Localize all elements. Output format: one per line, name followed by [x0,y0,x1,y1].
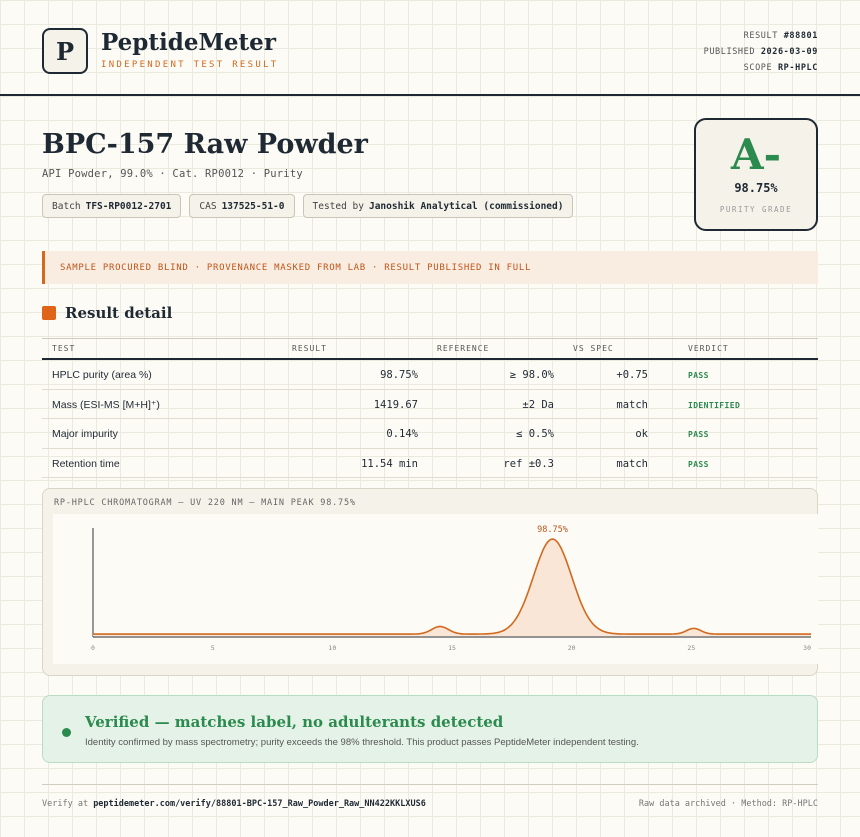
cell-vs-spec: +0.75 [616,369,648,381]
cell-test: Retention time [52,457,120,470]
x-tick-label: 5 [211,644,215,652]
grade-value: 98.75% [734,181,778,195]
meta-scope: SCOPE RP-HPLC [743,63,818,73]
cas-chip: CAS 137525-51-0 [189,194,295,218]
cell-vs-spec: ok [635,428,648,440]
table-row: Major impurity 0.14% ≤ 0.5% ok PASS [42,419,818,449]
x-tick-label: 15 [448,644,456,652]
footer-verify: Verify at peptidemeter.com/verify/88801-… [42,799,426,809]
chart-area: 98.75% 0 5 10 15 20 25 30 [53,514,818,664]
verified-panel: Verified — matches label, no adulterants… [42,695,818,763]
section-header: Result detail [42,304,172,322]
cell-verdict: PASS [688,459,709,469]
verify-prefix: Verify at [42,799,89,809]
batch-chip: Batch TFS-RP0012-2701 [42,194,182,218]
chromatogram-chart: 98.75% 0 5 10 15 20 25 30 [91,525,811,652]
chart-title: RP-HPLC CHROMATOGRAM — UV 220 NM — MAIN … [54,498,356,508]
peak-area-fill [93,539,811,636]
cell-vs-spec: match [616,398,648,411]
peak-label: 98.75% [537,525,568,535]
cell-result: 11.54 min [361,457,418,470]
header-reference: REFERENCE [437,344,490,353]
table-header: TEST RESULT REFERENCE VS SPEC VERDICT [42,338,818,360]
x-tick-label: 10 [328,644,336,652]
cell-test: Mass (ESI-MS [M+H]⁺) [52,398,160,411]
section-marker [42,306,56,320]
cell-reference: ref ±0.3 [503,457,554,470]
x-tick-label: 20 [568,644,576,652]
chromatogram-line [93,538,811,635]
x-tick-label: 30 [803,644,811,652]
grade-letter: A- [730,130,782,179]
x-tick-label: 0 [91,644,95,652]
brand-name: PeptideMeter [101,29,276,56]
grade-label: PURITY GRADE [719,205,793,214]
x-tick-label: 25 [687,644,695,652]
table-row: Mass (ESI-MS [M+H]⁺) 1419.67 ±2 Da match… [42,390,818,419]
page-header: P PeptideMeter INDEPENDENT TEST RESULT R… [0,0,860,96]
cell-result: 0.14% [386,428,418,440]
chromatogram-card: RP-HPLC CHROMATOGRAM — UV 220 NM — MAIN … [42,488,818,676]
cell-result: 98.75% [380,369,418,381]
cell-test: Major impurity [52,428,118,440]
verified-dot-icon [62,728,71,737]
results-table: TEST RESULT REFERENCE VS SPEC VERDICT HP… [42,338,818,478]
verified-text: Identity confirmed by mass spectrometry;… [85,737,639,748]
header-test: TEST [52,344,76,353]
footer-note: Raw data archived · Method: RP-HPLC [638,799,818,809]
grade-card: A- 98.75% PURITY GRADE [694,118,818,231]
logo: P [42,28,88,74]
verified-title: Verified — matches label, no adulterants… [85,713,504,731]
verify-link[interactable]: peptidemeter.com/verify/88801-BPC-157_Ra… [93,799,426,809]
provenance-banner: SAMPLE PROCURED BLIND · PROVENANCE MASKE… [42,251,818,284]
cell-reference: ≤ 0.5% [516,428,554,440]
logo-letter: P [55,36,75,66]
cell-reference: ±2 Da [522,398,554,411]
cell-verdict: IDENTIFIED [688,400,741,410]
cell-vs-spec: match [616,457,648,470]
product-chips: Batch TFS-RP0012-2701 CAS 137525-51-0 Test… [42,194,574,218]
cell-verdict: PASS [688,371,709,380]
meta-published: PUBLISHED 2026-03-09 [703,47,818,57]
section-title: Result detail [65,304,173,322]
cell-test: HPLC purity (area %) [52,369,152,381]
cell-verdict: PASS [688,430,709,439]
table-row: HPLC purity (area %) 98.75% ≥ 98.0% +0.7… [42,360,818,390]
product-title: BPC-157 Raw Powder [42,129,368,160]
brand-tagline: INDEPENDENT TEST RESULT [101,60,279,70]
table-row: Retention time 11.54 min ref ±0.3 match … [42,449,818,478]
footer-divider [42,784,818,785]
product-subtitle: API Powder, 99.0% · Cat. RP0012 · Purity [42,168,303,180]
cell-reference: ≥ 98.0% [509,369,554,381]
meta-result: RESULT #88801 [743,31,818,41]
header-result: RESULT [292,344,327,353]
tested-by-chip: Tested by Janoshik Analytical (commission… [302,194,574,218]
result-meta: RESULT #88801 PUBLISHED 2026-03-09 SCOPE… [704,28,818,76]
header-verdict: VERDICT [688,344,729,353]
cell-result: 1419.67 [373,398,418,411]
header-vs-spec: VS SPEC [573,344,614,353]
